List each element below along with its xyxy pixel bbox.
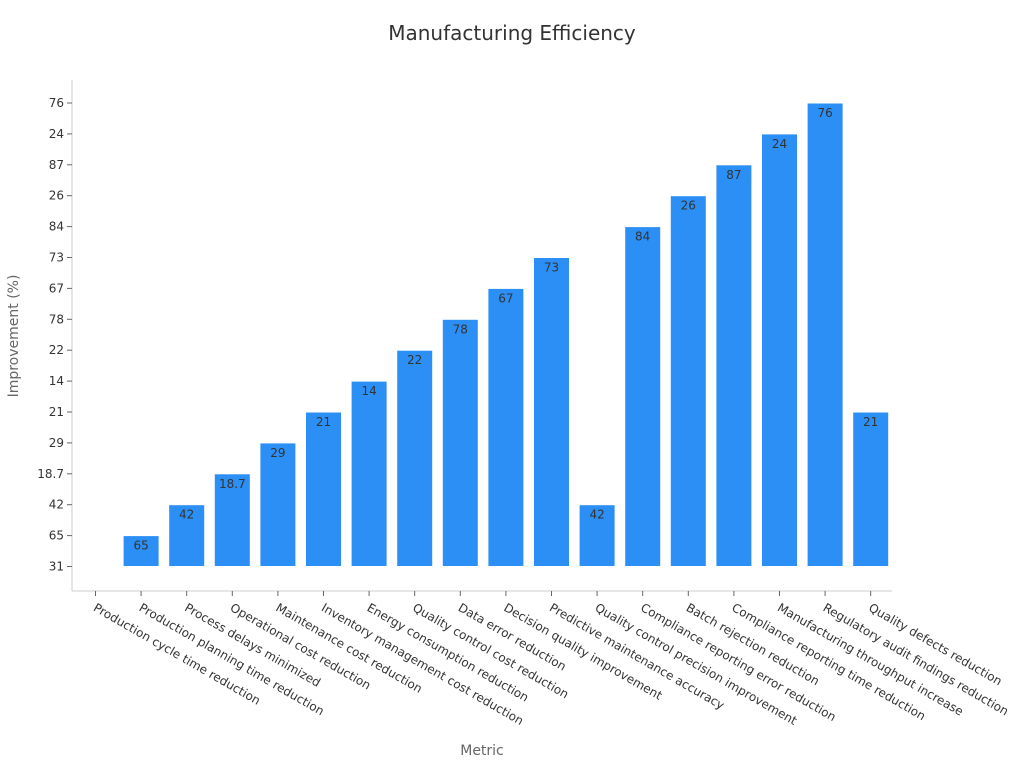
y-tick-label: 24 xyxy=(49,127,64,141)
bar-value-label: 76 xyxy=(817,106,832,120)
chart-title: Manufacturing Efficiency xyxy=(388,21,636,45)
y-tick-label: 22 xyxy=(49,343,64,357)
bar xyxy=(122,535,160,567)
bar-value-label: 42 xyxy=(179,508,194,522)
y-tick-label: 73 xyxy=(49,251,64,265)
bar xyxy=(168,504,206,568)
bar-value-label: 24 xyxy=(772,137,787,151)
x-axis-label: Metric xyxy=(460,743,504,759)
bar xyxy=(624,226,662,567)
bar-value-label: 42 xyxy=(589,508,604,522)
x-ticks-group: Production cycle time reductionProductio… xyxy=(91,591,1011,728)
y-axis-label: Improvement (%) xyxy=(6,275,22,398)
y-tick-label: 84 xyxy=(49,220,64,234)
bar xyxy=(578,504,616,568)
bar-value-label: 78 xyxy=(453,322,468,336)
y-tick-label: 76 xyxy=(49,96,64,110)
bar xyxy=(487,287,525,567)
bar xyxy=(396,349,434,568)
bar-value-label: 67 xyxy=(498,291,513,305)
y-ticks-group: 31 65 42 18.7 29 21 14 22 78 67 73 84 26 87 24 76 xyxy=(37,96,72,574)
bar xyxy=(441,318,479,567)
bar xyxy=(761,133,798,567)
bar-value-label: 22 xyxy=(407,353,422,367)
bar xyxy=(533,257,570,567)
y-tick-label: 65 xyxy=(49,529,64,543)
y-tick-label: 14 xyxy=(49,374,64,388)
bar-value-label: 18.7 xyxy=(219,477,246,491)
bar-value-label: 65 xyxy=(133,539,148,553)
bar xyxy=(806,102,844,567)
bar-value-label: 84 xyxy=(635,230,650,244)
bar-value-label: 73 xyxy=(544,261,559,275)
bar-value-label: 21 xyxy=(316,415,331,429)
y-tick-label: 42 xyxy=(49,498,64,512)
y-tick-label: 87 xyxy=(49,158,64,172)
bar-value-label: 29 xyxy=(270,446,285,460)
bar xyxy=(213,473,251,567)
y-tick-label: 29 xyxy=(49,436,64,450)
bar xyxy=(715,164,753,568)
y-tick-label: 31 xyxy=(49,560,64,574)
bar xyxy=(259,442,297,567)
y-tick-label: 18.7 xyxy=(37,467,64,481)
bar-value-label: 21 xyxy=(863,415,878,429)
bar-value-label: 26 xyxy=(681,199,696,213)
x-tick-label: Regulatory audit findings reduction xyxy=(821,600,1011,718)
y-tick-label: 67 xyxy=(49,281,64,295)
y-tick-label: 21 xyxy=(49,405,64,419)
bar xyxy=(305,411,342,567)
bar xyxy=(350,380,388,567)
y-tick-label: 78 xyxy=(49,312,64,326)
bar-value-label: 87 xyxy=(726,168,741,182)
y-tick-label: 26 xyxy=(49,189,64,203)
bar xyxy=(669,195,707,567)
bar xyxy=(852,411,890,567)
bars-group: 65 42 18.7 29 21 14 22 78 67 73 42 84 26 87 24 76 21 xyxy=(122,102,890,568)
bar-value-label: 14 xyxy=(361,384,376,398)
